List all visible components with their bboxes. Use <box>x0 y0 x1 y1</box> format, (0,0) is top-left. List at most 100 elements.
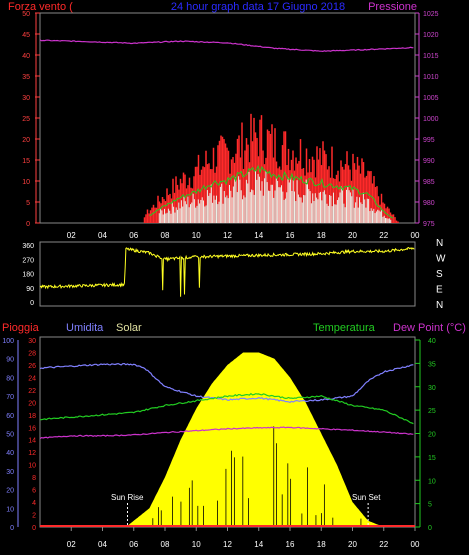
rain-axis-tick: 12 <box>28 450 36 457</box>
humidity-axis-tick: 70 <box>6 394 14 401</box>
pressure-axis-tick: 985 <box>423 179 435 186</box>
wind-axis-tick: 5 <box>26 200 30 207</box>
temperature-line <box>39 392 414 425</box>
pressure-axis-tick: 975 <box>423 221 435 228</box>
temp-axis-tick: 40 <box>428 338 436 345</box>
direction-axis-tick: 180 <box>22 272 34 279</box>
sunrise-label: Sun Rise <box>111 493 144 502</box>
humidity-line <box>39 362 414 404</box>
direction-axis-tick: 360 <box>22 243 34 250</box>
dewpoint-line <box>39 426 414 440</box>
humidity-axis-tick: 0 <box>10 525 14 532</box>
rain-label: Pioggia <box>2 322 40 334</box>
rain-axis-tick: 20 <box>28 400 36 407</box>
humidity-axis-tick: 80 <box>6 375 14 382</box>
pressure-axis-tick: 1015 <box>423 53 439 60</box>
pressure-axis-tick: 1000 <box>423 116 439 123</box>
temp-axis-tick: 25 <box>428 408 436 415</box>
bottom-hour-tick-label: 20 <box>348 540 357 549</box>
wind-axis-tick: 20 <box>22 137 30 144</box>
wind-axis-tick: 0 <box>26 221 30 228</box>
humidity-axis-tick: 50 <box>6 432 14 439</box>
pressure-axis-tick: 1020 <box>423 32 439 39</box>
humidity-axis-tick: 30 <box>6 469 14 476</box>
pressure-axis-tick: 1005 <box>423 95 439 102</box>
rain-axis-tick: 28 <box>28 350 36 357</box>
bottom-hour-tick-label: 08 <box>161 540 170 549</box>
sunset-label: Sun Set <box>352 493 381 502</box>
rain-axis-tick: 22 <box>28 388 36 395</box>
direction-panel-frame <box>39 241 416 307</box>
top-hour-tick-label: 18 <box>317 231 326 240</box>
pressure-line <box>39 39 414 53</box>
top-hour-tick-label: 16 <box>286 231 295 240</box>
rain-axis-tick: 4 <box>32 500 36 507</box>
pressure-axis-tick: 1010 <box>423 74 439 81</box>
temp-axis-tick: 0 <box>428 525 432 532</box>
rain-axis-tick: 0 <box>32 525 36 532</box>
rain-axis-tick: 18 <box>28 413 36 420</box>
compass-letter: W <box>436 254 446 265</box>
direction-axis-tick: 0 <box>30 300 34 307</box>
direction-axis-tick: 90 <box>26 286 34 293</box>
top-hour-tick-label: 14 <box>254 231 263 240</box>
wind-axis-tick: 35 <box>22 74 30 81</box>
top-hour-tick-label: 00 <box>411 231 420 240</box>
bottom-hour-tick-label: 14 <box>254 540 263 549</box>
bottom-hour-tick-label: 16 <box>286 540 295 549</box>
wind-label: Forza vento ( <box>8 1 73 13</box>
pressure-axis-tick: 995 <box>423 137 435 144</box>
top-hour-tick-label: 20 <box>348 231 357 240</box>
bottom-hour-tick-label: 00 <box>411 540 420 549</box>
solar-label: Solar <box>116 322 142 334</box>
rain-axis-tick: 10 <box>28 463 36 470</box>
humidity-axis-tick: 10 <box>6 506 14 513</box>
temp-axis-tick: 35 <box>428 361 436 368</box>
rain-axis-tick: 2 <box>32 513 36 520</box>
temp-axis-tick: 20 <box>428 432 436 439</box>
rain-axis-tick: 6 <box>32 488 36 495</box>
rain-axis-tick: 26 <box>28 363 36 370</box>
bottom-hour-tick-label: 04 <box>98 540 107 549</box>
bottom-hour-tick-label: 18 <box>317 540 326 549</box>
top-hour-tick-label: 02 <box>67 231 76 240</box>
humidity-label: Umidita <box>66 322 104 334</box>
compass-letter: N <box>436 300 443 311</box>
wind-axis-tick: 15 <box>22 158 30 165</box>
wind-average-line <box>149 164 394 219</box>
wind-axis-tick: 40 <box>22 53 30 60</box>
rain-axis-tick: 8 <box>32 475 36 482</box>
wind-axis-tick: 10 <box>22 179 30 186</box>
wind-axis-tick: 30 <box>22 95 30 102</box>
temp-axis-tick: 10 <box>428 478 436 485</box>
rain-axis-tick: 30 <box>28 338 36 345</box>
top-hour-tick-label: 08 <box>161 231 170 240</box>
bottom-hour-tick-label: 22 <box>379 540 388 549</box>
wind-axis-tick: 25 <box>22 116 30 123</box>
rain-axis-tick: 24 <box>28 375 36 382</box>
compass-letter: E <box>436 285 443 296</box>
dewpoint-label: Dew Point (°C) <box>393 322 466 334</box>
solar-area <box>125 352 384 527</box>
pressure-label: Pressione <box>368 1 417 13</box>
direction-axis-tick: 270 <box>22 257 34 264</box>
top-hour-tick-label: 04 <box>98 231 107 240</box>
pressure-axis-tick: 1025 <box>423 11 439 18</box>
bottom-hour-tick-label: 10 <box>192 540 201 549</box>
compass-letter: N <box>436 238 443 249</box>
rain-axis-tick: 16 <box>28 425 36 432</box>
humidity-axis-tick: 100 <box>2 338 14 345</box>
humidity-axis-tick: 90 <box>6 357 14 364</box>
top-hour-tick-label: 10 <box>192 231 201 240</box>
temp-label: Temperatura <box>313 322 376 334</box>
temp-axis-tick: 15 <box>428 455 436 462</box>
wind-axis-tick: 50 <box>22 11 30 18</box>
rain-axis-tick: 14 <box>28 438 36 445</box>
bottom-hour-tick-label: 12 <box>223 540 232 549</box>
wind-direction-line <box>39 246 415 297</box>
chart-title: 24 hour graph data 17 Giugno 2018 <box>171 1 345 13</box>
humidity-axis-tick: 40 <box>6 450 14 457</box>
top-hour-tick-label: 12 <box>223 231 232 240</box>
humidity-axis-tick: 20 <box>6 488 14 495</box>
